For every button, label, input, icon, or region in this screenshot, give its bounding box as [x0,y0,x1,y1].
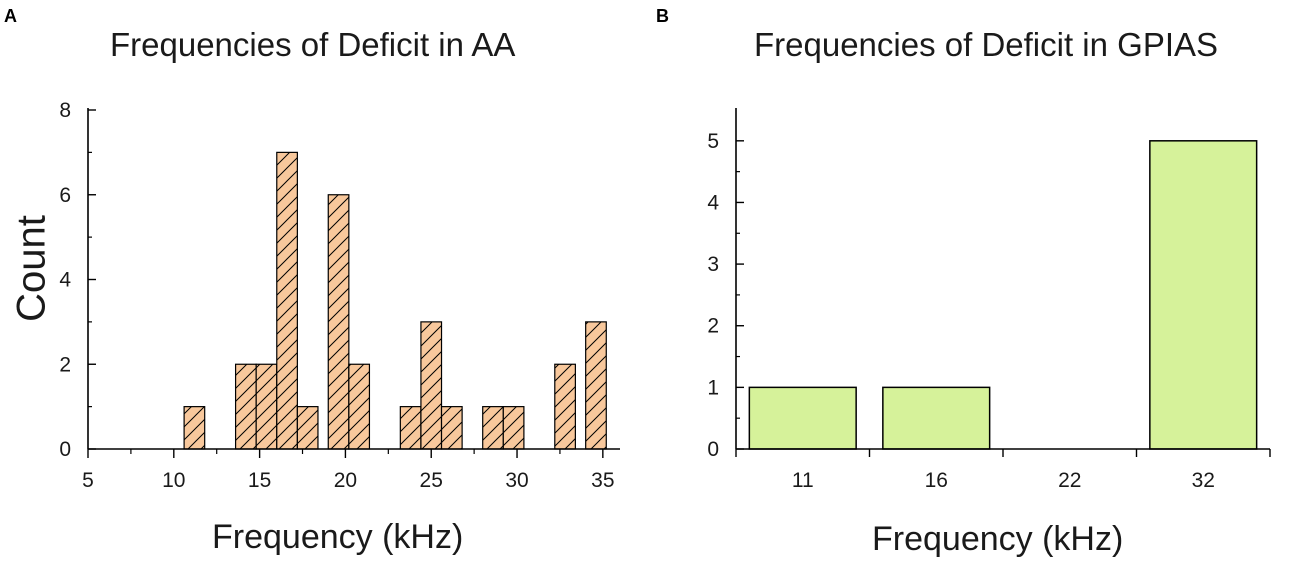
histogram-bar [327,194,350,450]
histogram-bar [440,406,463,450]
y-tick-label: 0 [59,438,71,461]
x-tick-label: 10 [162,469,185,492]
y-tick-label: 6 [59,184,71,207]
bar-32 [1149,140,1258,450]
y-tick-label: 4 [59,269,71,292]
chart-a-x-axis-label: Frequency (kHz) [212,518,464,556]
x-tick-label: 20 [334,469,357,492]
y-tick-label: 2 [59,353,71,376]
x-tick-label: 30 [505,469,528,492]
chart-b-title: Frequencies of Deficit in GPIAS [754,26,1219,63]
x-tick-label: 15 [248,469,271,492]
histogram-bar [554,363,576,450]
panel-letter-b: B [656,6,669,26]
y-tick-label: 3 [707,253,719,276]
x-tick-label: 25 [420,469,443,492]
x-tick-label: 35 [591,469,614,492]
bar-11 [748,386,857,450]
chart-b-x-axis-label: Frequency (kHz) [872,520,1124,558]
histogram-bar [234,363,257,450]
panel-a: A Frequencies of Deficit in AA Count Fre… [4,6,620,556]
y-tick-label: 8 [59,99,71,122]
y-tick-label: 2 [707,315,719,338]
x-tick-label: 16 [925,469,948,492]
histogram-bar [399,406,422,450]
chart-a: 0 2 4 6 8 5 10 15 20 25 30 35 [59,99,620,492]
histogram-bar [276,151,298,450]
bar-16 [882,386,991,450]
y-tick-label: 4 [707,191,719,214]
panel-b: B Frequencies of Deficit in GPIAS Freque… [650,0,1300,564]
histogram-bar [348,363,371,450]
histogram-bar [420,321,443,450]
histogram-bar [255,363,278,450]
x-tick-label: 5 [82,469,94,492]
y-tick-label: 0 [707,438,719,461]
x-tick-label: 22 [1058,469,1081,492]
panel-letter-a: A [4,6,17,26]
histogram-bar [585,321,607,450]
chart-a-title: Frequencies of Deficit in AA [110,26,516,63]
y-tick-label: 1 [707,376,719,399]
histogram-bar [502,406,525,450]
histogram-bar [482,406,504,450]
x-tick-label: 11 [792,469,814,492]
x-tick-label: 32 [1192,469,1215,492]
y-tick-label: 5 [707,130,719,153]
histogram-bar [183,406,206,450]
chart-b: 0 1 2 3 4 5 11 16 22 32 [707,108,1271,492]
histogram-bar [296,406,319,450]
